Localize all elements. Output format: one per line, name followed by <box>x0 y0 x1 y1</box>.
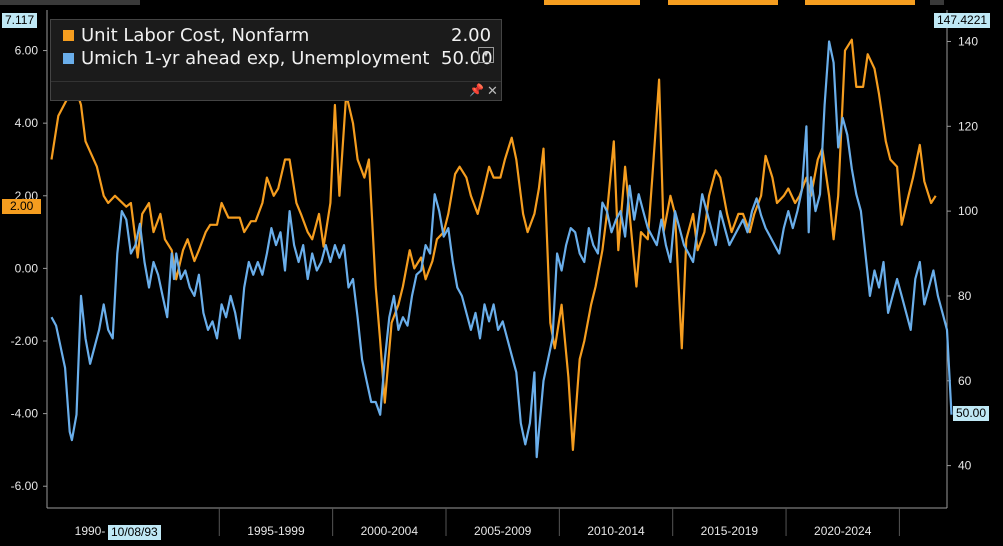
series-color-swatch <box>63 30 74 41</box>
left-axis-tick-label: -4.00 <box>11 407 39 421</box>
left-axis-tick-label: -6.00 <box>11 479 39 493</box>
x-axis-tick-label: 2005-2009 <box>474 524 532 538</box>
right-axis-tick-label: 60 <box>958 374 972 388</box>
start-date-field[interactable] <box>668 0 778 5</box>
left-axis-tick-label: 0.00 <box>15 261 39 275</box>
legend-series-name: Umich 1-yr ahead exp, Unemployment <box>81 48 430 69</box>
date-preset-dropdown[interactable] <box>544 0 640 5</box>
x-axis-tick-label: 1990- <box>75 524 106 538</box>
x-axis-tick-label: 1995-1999 <box>247 524 305 538</box>
left-axis-max-label: 7.117 <box>2 13 38 28</box>
top-toolbar <box>0 0 1003 8</box>
right-axis-tick-label: 40 <box>958 459 972 473</box>
left-axis-tick-label: 4.00 <box>15 116 39 130</box>
legend-menu-icon[interactable]: ▾ <box>478 47 494 63</box>
x-axis-tick-label: 2010-2014 <box>587 524 645 538</box>
end-date-field[interactable] <box>805 0 915 5</box>
right-axis-max-label: 147.4221 <box>934 13 991 28</box>
toolbar-segment[interactable] <box>0 0 140 5</box>
right-current-value-tag: 50.00 <box>953 406 990 421</box>
toolbar-button[interactable] <box>930 0 944 5</box>
close-icon[interactable]: ✕ <box>487 83 498 98</box>
series-color-swatch <box>63 53 74 64</box>
right-axis-tick-label: 80 <box>958 289 972 303</box>
right-axis-tick-label: 120 <box>958 119 978 133</box>
pin-icon[interactable]: 📌 <box>469 83 484 97</box>
legend-toolbar: 📌 ✕ <box>51 81 501 100</box>
legend-series-name: Unit Labor Cost, Nonfarm <box>81 25 310 46</box>
x-axis-tick-label: 2000-2004 <box>361 524 419 538</box>
left-axis-tick-label: -2.00 <box>11 334 39 348</box>
left-axis-tick-label: 6.00 <box>15 44 39 58</box>
x-axis-tick-label: 2015-2019 <box>701 524 759 538</box>
x-cursor-date-tag: 10/08/93 <box>108 525 161 540</box>
series-line-0[interactable] <box>50 38 937 451</box>
right-axis-tick-label: 140 <box>958 34 978 48</box>
series-line-1[interactable] <box>50 40 953 459</box>
legend-series-value: 2.00 <box>451 25 492 46</box>
legend-series-value: 50.00 <box>441 48 493 69</box>
right-axis-tick-label: 100 <box>958 204 978 218</box>
x-axis-tick-label: 2020-2024 <box>814 524 872 538</box>
left-current-value-tag: 2.00 <box>2 199 42 214</box>
legend-box[interactable]: Unit Labor Cost, Nonfarm 2.00 Umich 1-yr… <box>50 19 502 101</box>
